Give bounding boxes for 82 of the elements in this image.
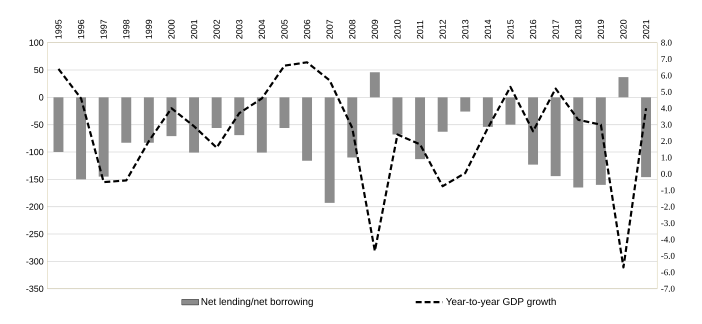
bar — [641, 97, 652, 177]
bar — [280, 97, 290, 128]
bar — [460, 97, 470, 112]
bar — [482, 97, 493, 127]
x-tick-label: 2014 — [484, 19, 492, 38]
y2-tick-label: -6.0 — [661, 269, 675, 276]
x-tick-label: 2020 — [620, 20, 627, 38]
bar — [76, 97, 86, 180]
y-tick-label: -250 — [26, 230, 44, 237]
bar — [234, 97, 244, 135]
x-tick-label: 2008 — [349, 20, 356, 38]
bar — [550, 97, 561, 176]
x-tick-label: 2005 — [281, 20, 288, 38]
bar — [54, 97, 64, 152]
bar — [121, 97, 132, 143]
x-tick-label: 2010 — [394, 20, 401, 38]
x-tick-label: 2021 — [642, 20, 650, 38]
x-tick-label: 1996 — [78, 20, 84, 38]
y-tick-label: -350 — [26, 285, 44, 292]
x-tick-label: 2012 — [440, 20, 446, 38]
bar — [302, 97, 312, 161]
x-tick-label: 2015 — [507, 20, 514, 38]
y2-tick-label: -3.0 — [661, 220, 675, 226]
y-tick-label: -100 — [26, 148, 44, 155]
x-tick-label: 2000 — [168, 20, 175, 38]
y-tick-label: -200 — [26, 203, 44, 210]
line-series — [57, 61, 648, 268]
bar — [324, 97, 335, 203]
bar — [392, 97, 402, 134]
y-tick-label: 100 — [30, 39, 44, 46]
bar — [98, 97, 109, 176]
bar — [370, 72, 380, 98]
bar — [144, 97, 154, 143]
y2-tick-label: -2.0 — [661, 203, 675, 210]
y-tick-label: -150 — [26, 176, 44, 182]
bar — [573, 97, 584, 188]
bar — [256, 97, 267, 152]
y2-tick-label: 8.0 — [661, 39, 672, 46]
y2-tick-label: -7.0 — [661, 285, 675, 292]
x-tick-label: 1998 — [123, 20, 130, 38]
bar — [189, 97, 200, 152]
y2-tick-label: -5.0 — [661, 252, 675, 259]
x-tick-label: 2007 — [326, 20, 333, 38]
legend-label: Year-to-year GDP growth — [446, 298, 556, 307]
y2-tick-label: -4.0 — [661, 236, 675, 242]
y2-tick-label: 3.0 — [661, 121, 672, 128]
y2-tick-label: 0.0 — [661, 170, 672, 177]
bar — [438, 97, 448, 132]
y-tick-label: -50 — [31, 121, 44, 128]
y-tick-label: 50 — [34, 66, 44, 73]
y-tick-label: 0 — [39, 94, 44, 100]
y2-tick-label: 1.0 — [662, 154, 672, 160]
y2-tick-label: -1.0 — [661, 187, 675, 194]
y2-tick-label: 6.0 — [661, 72, 672, 78]
bar — [505, 97, 516, 124]
x-tick-label: 1997 — [100, 20, 107, 38]
x-tick-label: 2017 — [552, 20, 559, 38]
bar — [528, 97, 538, 164]
x-tick-label: 2018 — [575, 20, 582, 38]
y2-tick-label: 7.0 — [661, 56, 672, 62]
x-tick-label: 1995 — [55, 20, 62, 38]
bar — [212, 97, 222, 128]
x-tick-label: 2004 — [258, 19, 266, 38]
x-tick-label: 2003 — [236, 20, 242, 38]
x-tick-label: 2002 — [214, 20, 220, 38]
x-tick-label: 2016 — [530, 20, 536, 38]
x-tick-label: 2009 — [372, 20, 378, 38]
bar — [596, 97, 606, 185]
legend-label: Net lending/net borrowing — [202, 298, 313, 307]
y2-tick-label: 2.0 — [661, 138, 672, 144]
y2-tick-label: 5.0 — [661, 88, 672, 95]
bar — [166, 97, 176, 136]
x-tick-label: 1999 — [146, 20, 152, 38]
y-tick-label: -300 — [26, 258, 44, 264]
x-tick-label: 2011 — [416, 20, 424, 38]
y2-tick-label: 4.0 — [661, 105, 672, 112]
x-tick-label: 2013 — [462, 20, 468, 38]
bar — [618, 76, 628, 98]
bar — [415, 97, 426, 159]
x-tick-label: 2006 — [304, 20, 310, 38]
x-tick-label: 2001 — [190, 20, 198, 38]
x-tick-label: 2019 — [598, 20, 604, 38]
